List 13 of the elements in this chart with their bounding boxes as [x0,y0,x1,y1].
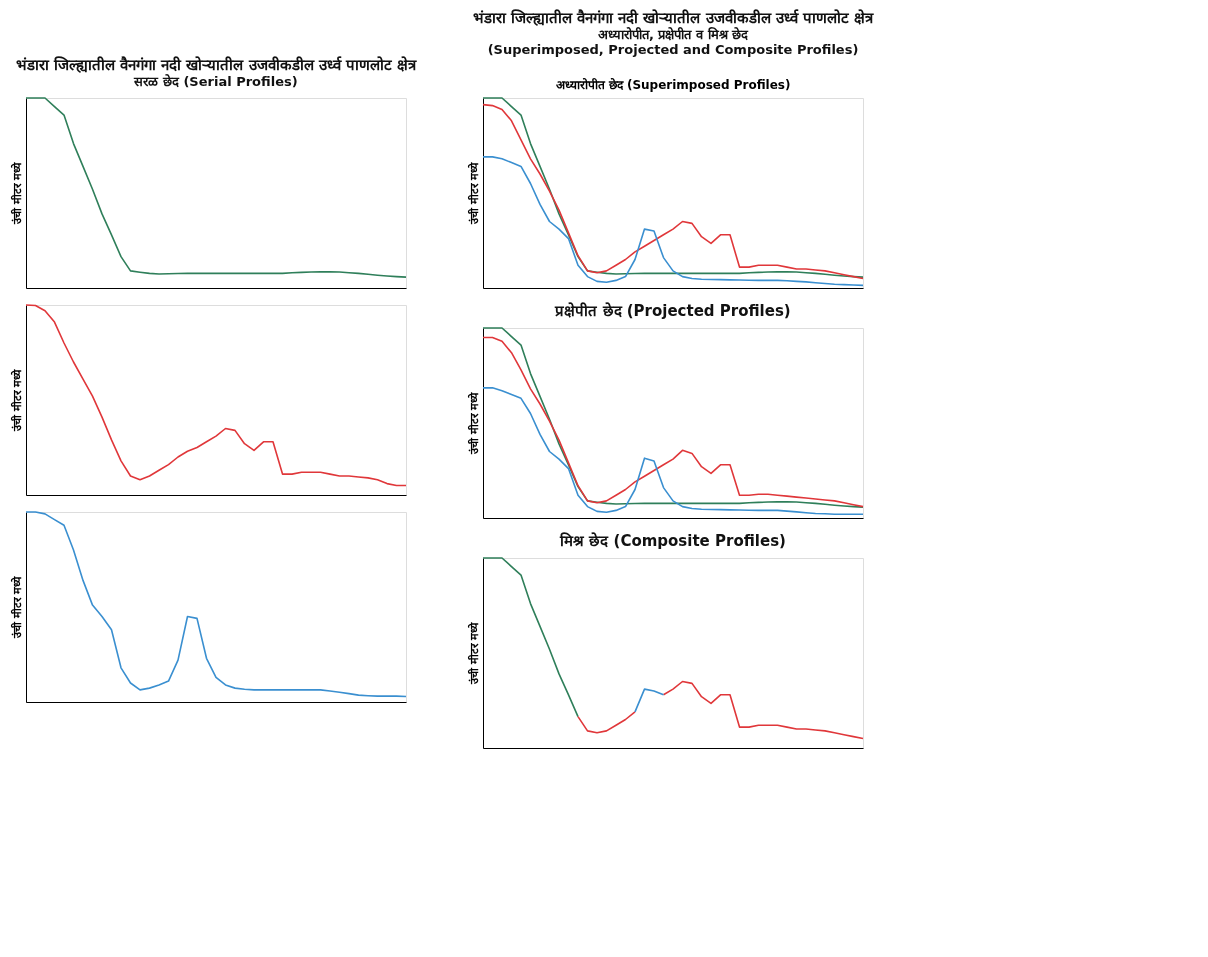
y-axis-title: उंची मीटर मध्ये [9,368,24,433]
chart-title: भंडारा जिल्ह्यातील वैनगंगा नदी खोऱ्यातील उजवीकडील उर्ध्व पाणलोट क्षेत्र [472,9,875,27]
chart-title: मिश्र छेद (Composite Profiles) [559,532,786,551]
y-axis-title: उंची मीटर मध्ये [9,161,24,226]
text: अध्यारोपीत छेद (Superimposed Profiles) [555,78,791,92]
chart-title: प्रक्षेपीत छेद (Projected Profiles) [554,302,791,321]
chart-title: भंडारा जिल्ह्यातील वैनगंगा नदी खोऱ्यातील उजवीकडील उर्ध्व पाणलोट क्षेत्र [15,56,418,75]
chart-subtitle: अध्यारोपीत, प्रक्षेपीत व मिश्र छेद (Superimposed, Projected and Composite Profiles) [487,27,859,57]
y-axis-title: उंची मीटर मध्ये [466,391,481,456]
chart-subtitle: सरळ छेद (Serial Profiles) [133,74,298,90]
y-axis-title: उंची मीटर मध्ये [466,621,481,686]
y-axis-title: उंची मीटर मध्ये [9,575,24,640]
y-axis-title: उंची मीटर मध्ये [466,161,481,226]
